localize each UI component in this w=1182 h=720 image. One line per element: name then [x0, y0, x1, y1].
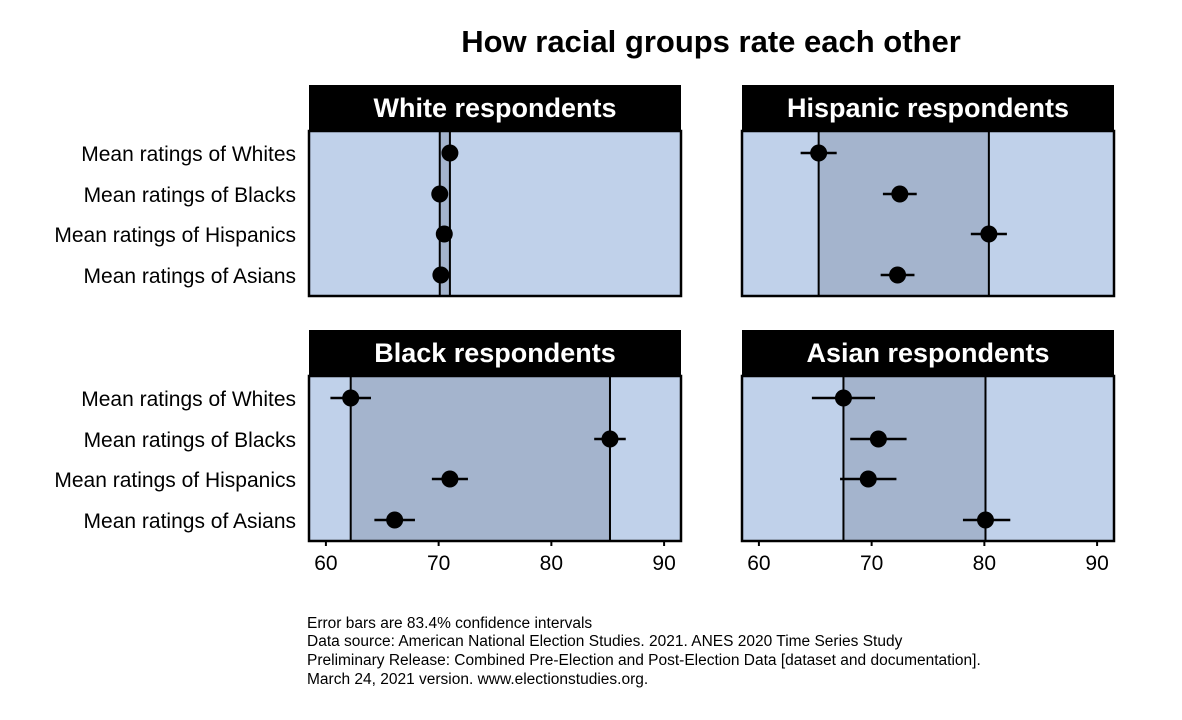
panel-title-bar — [742, 330, 1114, 376]
row-label: Mean ratings of Whites — [81, 143, 296, 166]
panel-title: Asian respondents — [806, 338, 1049, 368]
row-label: Mean ratings of Asians — [84, 510, 296, 533]
data-point — [810, 144, 828, 162]
data-point — [386, 511, 404, 529]
panel-title-bar — [309, 330, 681, 376]
panel-hispanic-respondents: Hispanic respondents — [740, 85, 1116, 298]
data-point — [889, 266, 907, 284]
data-point — [432, 266, 450, 284]
panel-title: Hispanic respondents — [787, 93, 1069, 123]
panel-title: Black respondents — [374, 338, 616, 368]
row-label: Mean ratings of Hispanics — [54, 469, 296, 492]
footnote-line-1: Error bars are 83.4% confidence interval… — [307, 615, 592, 632]
panel-black-respondents: Black respondents Mean ratings of Whites M… — [54, 330, 683, 575]
row-label: Mean ratings of Blacks — [84, 429, 296, 452]
tick-label: 60 — [314, 552, 337, 575]
tick-label: 90 — [1085, 552, 1108, 575]
data-point — [859, 470, 877, 488]
data-point — [441, 144, 459, 162]
plot-area — [309, 131, 681, 296]
tick-label: 70 — [427, 552, 450, 575]
range-band — [818, 131, 989, 296]
panel-title: White respondents — [373, 93, 616, 123]
tick-label: 80 — [973, 552, 996, 575]
footnote-line-3: Preliminary Release: Combined Pre-Electi… — [307, 652, 981, 669]
data-point — [834, 389, 852, 407]
footnote-line-4: March 24, 2021 version. www.electionstud… — [307, 671, 648, 688]
footnote-line-2: Data source: American National Election … — [307, 633, 903, 650]
row-label: Mean ratings of Asians — [84, 265, 296, 288]
plot-frame — [307, 374, 683, 543]
tick-label: 90 — [652, 552, 675, 575]
tick-label: 80 — [540, 552, 563, 575]
data-point — [435, 225, 453, 243]
footnote: Error bars are 83.4% confidence interval… — [307, 615, 981, 688]
row-label: Mean ratings of Hispanics — [54, 224, 296, 247]
plot-frame — [740, 129, 1116, 298]
panel-title-bar — [309, 85, 681, 131]
data-point — [976, 511, 994, 529]
range-band — [439, 131, 450, 296]
chart-title: How racial groups rate each other — [461, 24, 961, 59]
panel-title-bar — [742, 85, 1114, 131]
panels: White respondents Mean ratings of Whites M… — [54, 85, 1116, 575]
panel-white-respondents: White respondents Mean ratings of Whites M… — [54, 85, 683, 298]
panel-asian-respondents: Asian respondents 60 70 80 90 — [740, 330, 1116, 575]
data-point — [431, 185, 449, 203]
data-point — [869, 430, 887, 448]
range-band — [843, 376, 986, 541]
row-label: Mean ratings of Whites — [81, 388, 296, 411]
tick-label: 70 — [860, 552, 883, 575]
data-point — [601, 430, 619, 448]
tick-label: 60 — [747, 552, 770, 575]
row-label: Mean ratings of Blacks — [84, 184, 296, 207]
plot-frame — [307, 129, 683, 298]
data-point — [441, 470, 459, 488]
plot-frame — [740, 374, 1116, 543]
data-point — [980, 225, 998, 243]
data-point — [891, 185, 909, 203]
data-point — [342, 389, 360, 407]
